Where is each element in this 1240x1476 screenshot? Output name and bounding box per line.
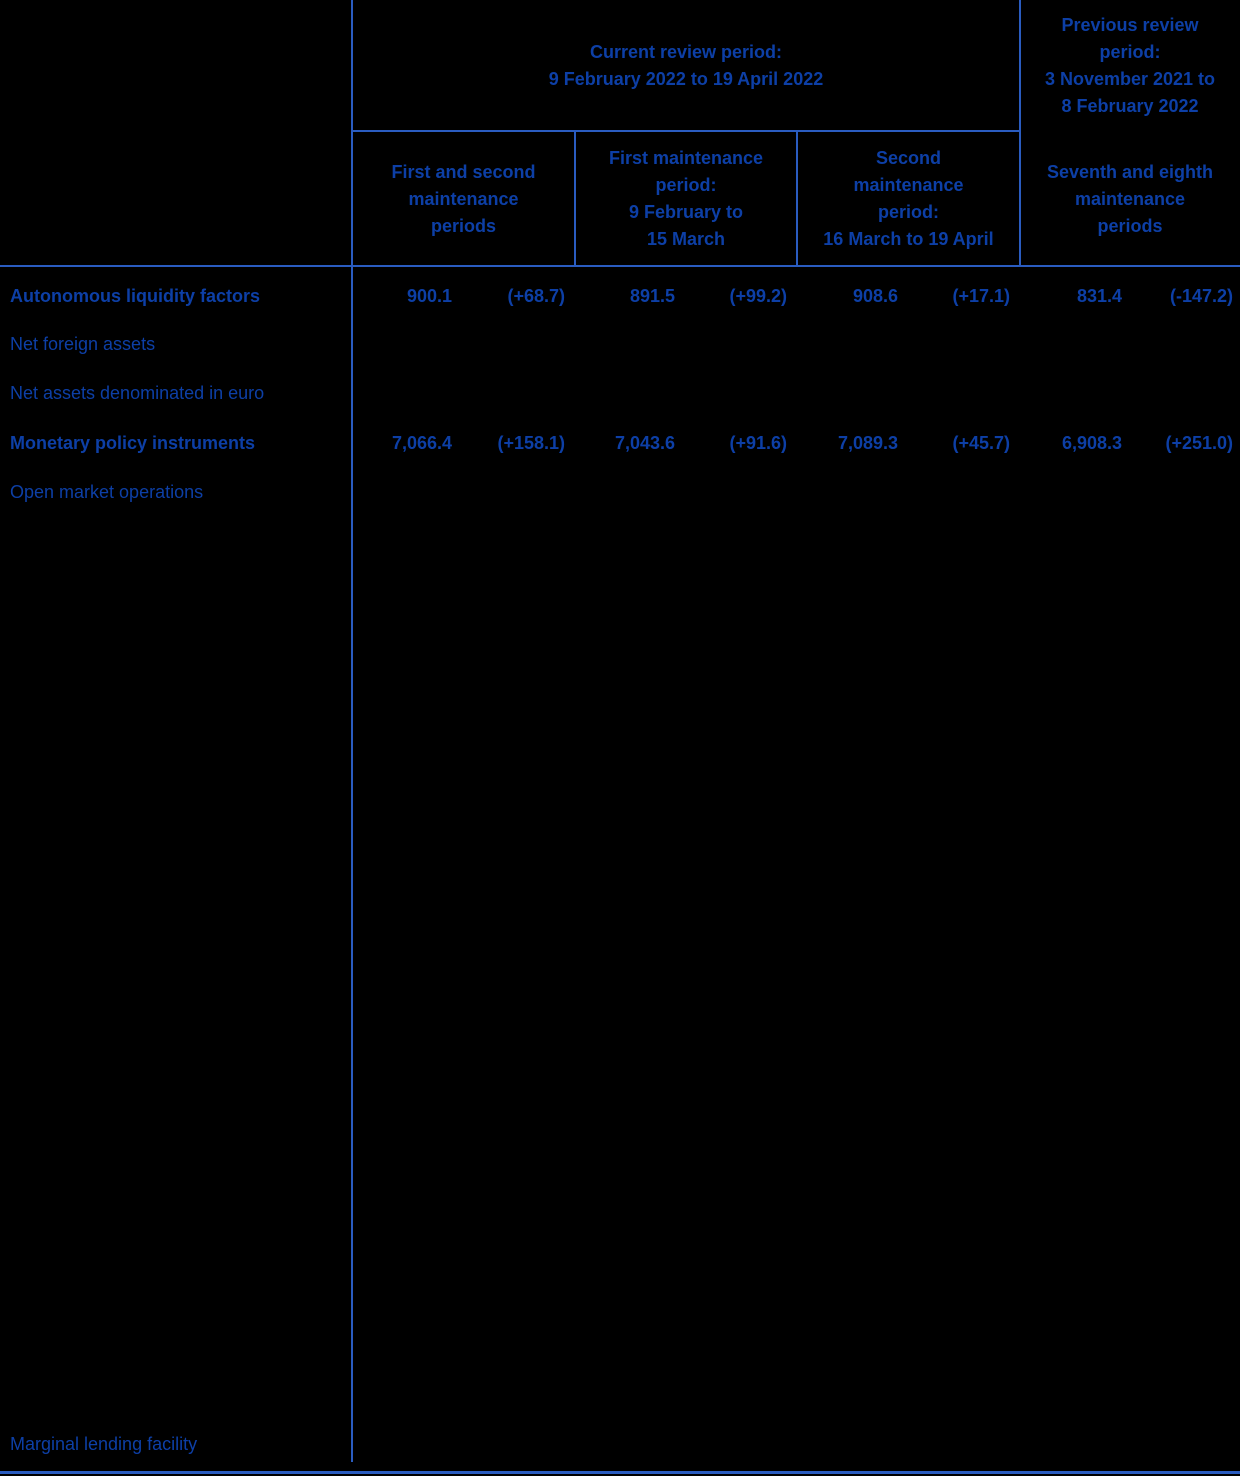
value-cell: 6,908.3 bbox=[1061, 433, 1122, 453]
value-cell: 908.6 bbox=[852, 286, 898, 306]
value-cell: 7,089.3 bbox=[837, 433, 898, 453]
header-current-review-period: Current review period: 9 February 2022 t… bbox=[548, 41, 824, 89]
column-header-first-and-second-periods: First and second maintenance periods bbox=[391, 161, 536, 236]
row-label: Autonomous liquidity factors bbox=[10, 286, 260, 306]
table-border-vertical-main bbox=[351, 0, 353, 1462]
table-border-vertical-subcol-1 bbox=[574, 131, 576, 267]
value-change-cell: (-147.2) bbox=[1169, 286, 1233, 306]
value-change-cell: (+17.1) bbox=[952, 286, 1010, 306]
row-label: Open market operations bbox=[10, 482, 204, 502]
value-change-cell: (+68.7) bbox=[507, 286, 565, 306]
table-row-open-market-operations: Open market operations bbox=[0, 480, 1240, 504]
column-header-first-period: First maintenance period: 9 February to … bbox=[608, 148, 764, 249]
table-border-under-current-period bbox=[352, 130, 1020, 132]
value-cell: 891.5 bbox=[629, 286, 675, 306]
table-row-monetary-policy-instruments: Monetary policy instruments 7,066.4 (+15… bbox=[0, 431, 1240, 455]
row-label: Monetary policy instruments bbox=[10, 433, 256, 453]
row-label: Net assets denominated in euro bbox=[10, 383, 265, 403]
table-row-net-assets-denominated-in-euro: Net assets denominated in euro bbox=[0, 381, 1240, 405]
value-change-cell: (+251.0) bbox=[1165, 433, 1233, 453]
table-border-under-header bbox=[0, 265, 1240, 267]
value-change-cell: (+91.6) bbox=[729, 433, 787, 453]
table-border-bottom bbox=[0, 1471, 1240, 1474]
table-row-net-foreign-assets: Net foreign assets bbox=[0, 332, 1240, 356]
row-label: Net foreign assets bbox=[10, 334, 156, 354]
column-header-seventh-and-eighth-periods: Seventh and eighth maintenance periods bbox=[1046, 161, 1214, 236]
value-cell: 831.4 bbox=[1076, 286, 1122, 306]
value-change-cell: (+158.1) bbox=[497, 433, 565, 453]
value-cell: 7,066.4 bbox=[391, 433, 452, 453]
column-header-second-period: Second maintenance period: 16 March to 1… bbox=[823, 148, 994, 249]
value-change-cell: (+99.2) bbox=[729, 286, 787, 306]
header-previous-review-period: Previous review period: 3 November 2021 … bbox=[1044, 14, 1216, 116]
value-change-cell: (+45.7) bbox=[952, 433, 1010, 453]
table-border-vertical-previous-period bbox=[1019, 0, 1021, 267]
table-border-vertical-subcol-2 bbox=[796, 131, 798, 267]
table-row-autonomous-liquidity-factors: Autonomous liquidity factors 900.1 (+68.… bbox=[0, 284, 1240, 308]
value-cell: 900.1 bbox=[406, 286, 452, 306]
value-cell: 7,043.6 bbox=[614, 433, 675, 453]
table-row-marginal-lending-facility: Marginal lending facility bbox=[0, 1432, 1240, 1456]
row-label: Marginal lending facility bbox=[10, 1434, 198, 1454]
